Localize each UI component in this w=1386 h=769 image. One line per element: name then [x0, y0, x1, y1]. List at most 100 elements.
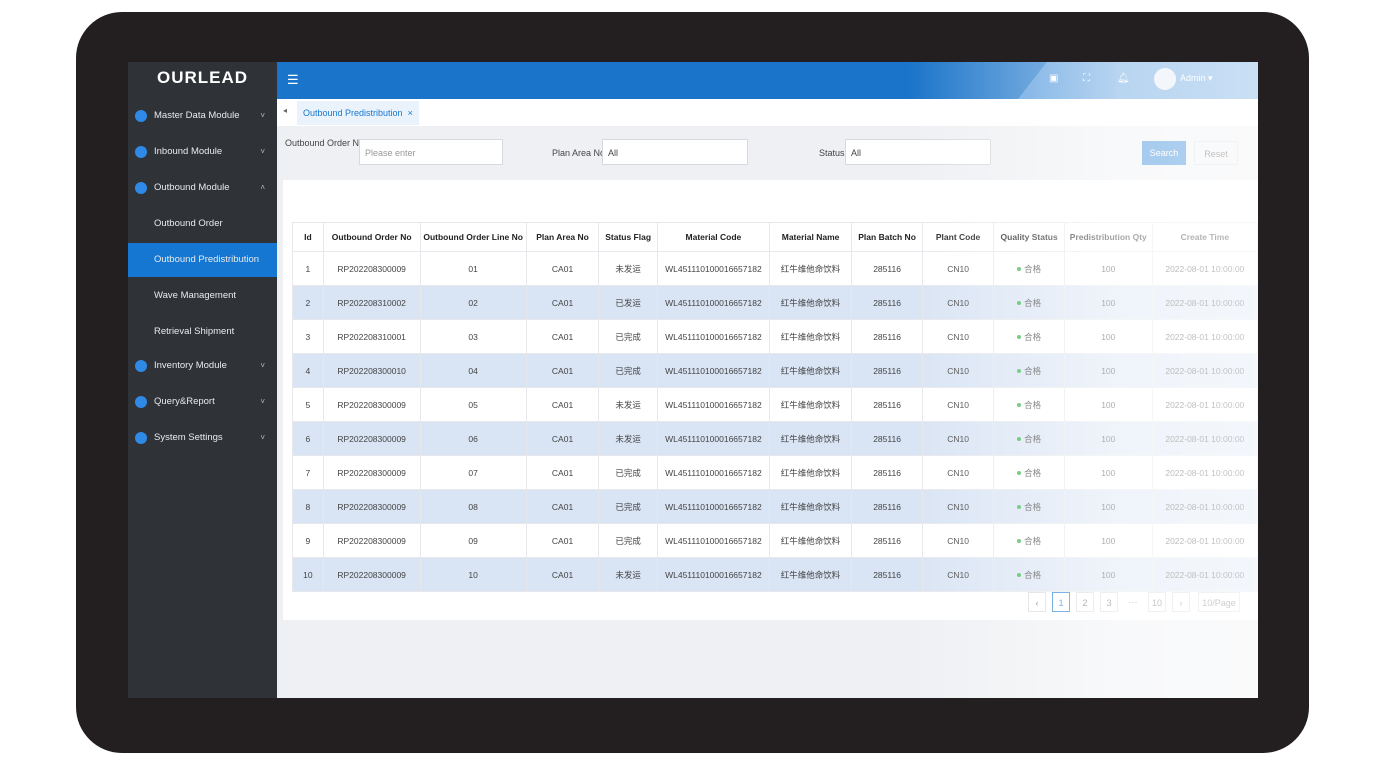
status-dot — [1017, 505, 1022, 510]
status-dot — [1017, 369, 1022, 374]
cell-text: 合格 — [1024, 297, 1042, 308]
table-cell: 100 — [1063, 319, 1153, 354]
table-cell: RP202208300010 — [322, 353, 421, 388]
tab[interactable]: Outbound Predistribution × — [297, 101, 419, 125]
cell-text: 未发运 — [615, 399, 641, 410]
table-row: 3 RP202208310001 03 CA01 已完成 WL45111010001665… — [292, 319, 1258, 354]
cell-text: 285116 — [873, 501, 901, 512]
submenu-item[interactable]: Retrieval Shipment — [128, 315, 277, 349]
submenu-item[interactable]: Outbound Predistribution — [128, 243, 277, 277]
table-cell: CN10 — [921, 557, 995, 592]
table-cell: 6 — [292, 421, 324, 456]
cell-text: 100 — [1101, 399, 1116, 410]
table-cell: 285116 — [851, 421, 923, 456]
tab-scroll[interactable]: ◂ — [283, 106, 288, 115]
table-cell: CA01 — [525, 455, 600, 490]
menu-arrow: ˅ — [260, 397, 265, 406]
table-cell: 合格 — [993, 455, 1065, 490]
page-next[interactable]: › — [1172, 592, 1190, 612]
table-cell: WL451110100016657182 — [656, 489, 770, 524]
menu-item[interactable]: Master Data Module ˅ — [128, 99, 277, 133]
menu-toggle[interactable]: ☰ — [287, 72, 299, 87]
cell-text: WL451110100016657182 — [665, 433, 762, 444]
table-cell: CA01 — [525, 387, 600, 422]
table-cell: 已完成 — [598, 489, 658, 524]
menu-icon — [135, 432, 147, 444]
cell-text: 285116 — [873, 535, 901, 546]
page-button[interactable]: 2 — [1076, 592, 1094, 612]
data-table: Id Outbound Order No Outbound Order Line N… — [292, 222, 1258, 592]
table-cell: 2022-08-01 10:00:00 — [1151, 489, 1258, 524]
table-cell: WL451110100016657182 — [656, 523, 770, 558]
column-header: Id — [292, 222, 324, 252]
cell-text: 07 — [468, 467, 478, 478]
table-cell: 已完成 — [598, 455, 658, 490]
page-button[interactable]: ··· — [1128, 597, 1138, 607]
cell-text: CA01 — [551, 365, 574, 376]
table-cell: CA01 — [525, 285, 600, 320]
menu-label: Retrieval Shipment — [154, 326, 235, 337]
search-button[interactable]: Search — [1142, 141, 1186, 165]
cell-text: 10 — [468, 569, 478, 580]
table-cell: 100 — [1063, 523, 1153, 558]
page-button[interactable]: 10 — [1148, 592, 1166, 612]
cell-text: CA01 — [551, 535, 574, 546]
table-cell: 4 — [292, 353, 324, 388]
table-cell: 3 — [292, 319, 324, 354]
menu-label: Wave Management — [154, 290, 237, 301]
cell-text: CN10 — [947, 535, 969, 546]
cell-text: CN10 — [947, 297, 969, 308]
notification-button[interactable]: 🔔︎ — [1117, 73, 1130, 84]
fullscreen-button[interactable]: ⛶ — [1083, 73, 1090, 84]
cell-text: 6 — [305, 433, 311, 444]
cell-text: 红牛维他命饮料 — [780, 297, 841, 308]
submenu-item[interactable]: Outbound Order — [128, 207, 277, 241]
cell-text: 红牛维他命饮料 — [780, 467, 841, 478]
table-cell: 285116 — [851, 557, 923, 592]
cell-text: 未发运 — [615, 263, 641, 274]
cell-text: CN10 — [947, 399, 969, 410]
user-menu[interactable]: Admin ▾ — [1180, 73, 1213, 83]
order-input[interactable]: Please enter — [359, 139, 503, 165]
table-cell: 01 — [419, 251, 527, 286]
page-button[interactable]: 3 — [1100, 592, 1118, 612]
cell-text: WL451110100016657182 — [665, 331, 762, 342]
table-cell: 100 — [1063, 285, 1153, 320]
cell-text: 4 — [305, 365, 311, 376]
cell-text: 285116 — [873, 433, 901, 444]
menu-arrow: ˅ — [260, 433, 265, 442]
icon-button[interactable]: ▣ — [1049, 73, 1059, 84]
cell-text: 05 — [468, 399, 478, 410]
menu-item[interactable]: Outbound Module ˄ — [128, 171, 277, 205]
menu-item[interactable]: System Settings ˅ — [128, 421, 277, 455]
cell-text: 合格 — [1024, 331, 1042, 342]
table-cell: 2022-08-01 10:00:00 — [1151, 319, 1258, 354]
status-dot — [1017, 335, 1022, 340]
area-select[interactable]: All — [602, 139, 748, 165]
page-button[interactable]: 1 — [1052, 592, 1070, 612]
column-header: Outbound Order No — [322, 222, 421, 252]
status-dot — [1017, 437, 1022, 442]
cell-text: CA01 — [551, 399, 574, 410]
cell-text: CA01 — [551, 501, 574, 512]
cell-text: 已完成 — [615, 535, 641, 546]
menu-label: Query&Report — [154, 396, 215, 407]
page-size[interactable]: 10/Page — [1198, 592, 1240, 612]
submenu-item[interactable]: Wave Management — [128, 279, 277, 313]
status-select[interactable]: All — [845, 139, 991, 165]
table-cell: RP202208300009 — [322, 523, 421, 558]
menu-item[interactable]: Inventory Module ˅ — [128, 349, 277, 383]
cell-text: 08 — [468, 501, 478, 512]
table-cell: WL451110100016657182 — [656, 285, 770, 320]
table-row: 8 RP202208300009 08 CA01 已完成 WL45111010001665… — [292, 489, 1258, 524]
menu-item[interactable]: Inbound Module ˅ — [128, 135, 277, 169]
cell-text: 已完成 — [615, 501, 641, 512]
table-cell: CN10 — [921, 387, 995, 422]
cell-text: RP202208300009 — [337, 263, 406, 274]
menu-item[interactable]: Query&Report ˅ — [128, 385, 277, 419]
cell-text: 100 — [1101, 467, 1116, 478]
page-prev[interactable]: ‹ — [1028, 592, 1046, 612]
reset-button[interactable]: Reset — [1194, 141, 1238, 165]
status-dot — [1017, 573, 1022, 578]
cell-text: 09 — [468, 535, 478, 546]
